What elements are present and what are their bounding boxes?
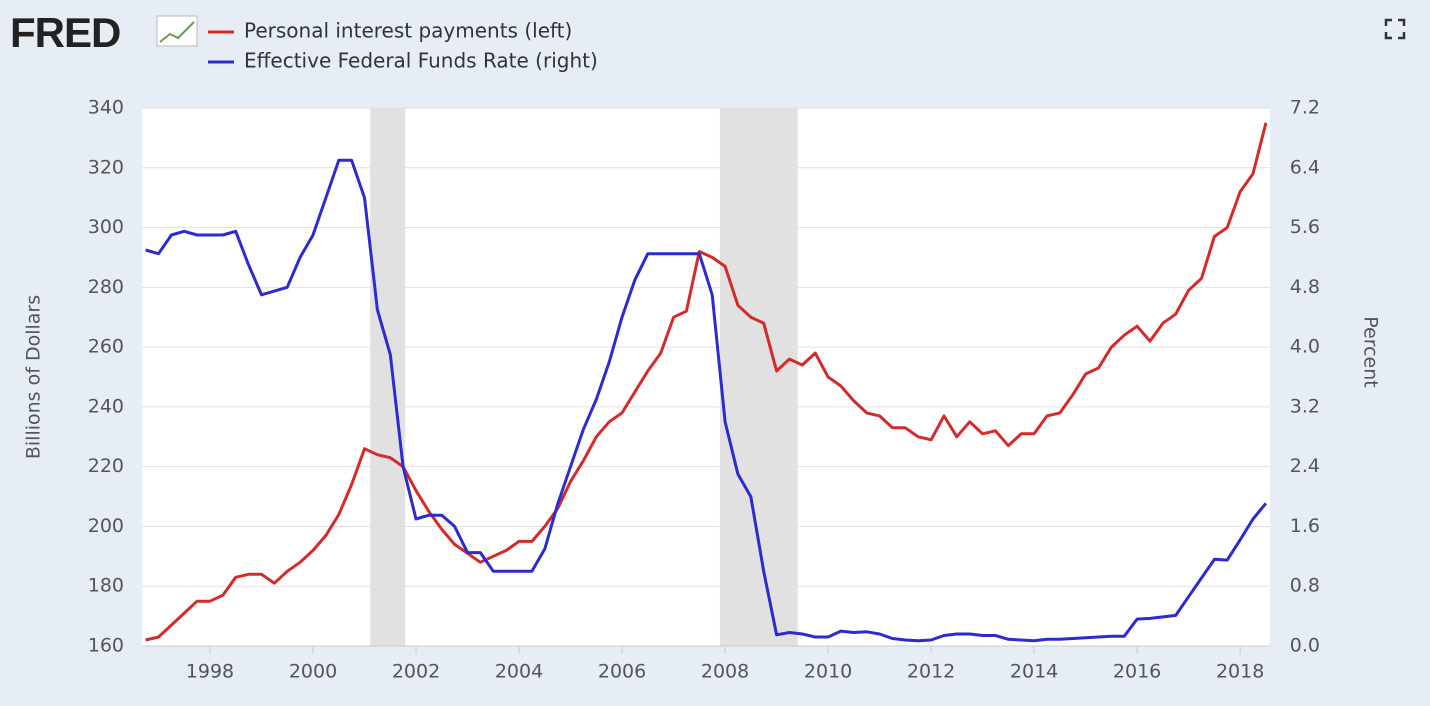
y-tick-label: 280 [88, 276, 124, 298]
y2-tick-label: 2.4 [1290, 455, 1320, 477]
recession-band [719, 108, 798, 646]
y-tick-label: 340 [88, 97, 124, 119]
y-tick-label: 180 [88, 575, 124, 597]
logo-icon [156, 15, 198, 47]
x-tick-label: 2004 [495, 661, 543, 683]
plot-area [142, 108, 1270, 646]
x-tick-label: 2002 [392, 661, 440, 683]
y2-axis-label: Percent [1360, 316, 1382, 388]
y-tick-label: 320 [88, 156, 124, 178]
x-tick-label: 2006 [598, 661, 646, 683]
y2-tick-label: 0.0 [1290, 635, 1320, 657]
y2-tick-label: 1.6 [1290, 515, 1320, 537]
x-tick-label: 2000 [289, 661, 337, 683]
y-axis-label: Billions of Dollars [23, 295, 45, 459]
y2-tick-label: 4.8 [1290, 276, 1320, 298]
x-tick-label: 2016 [1113, 661, 1161, 683]
logo: FRED [10, 9, 120, 56]
x-tick-label: 1998 [186, 661, 234, 683]
x-tick-label: 2014 [1010, 661, 1058, 683]
recession-band [370, 108, 406, 646]
y2-tick-label: 0.8 [1290, 575, 1320, 597]
x-tick-label: 2008 [701, 661, 749, 683]
x-tick-label: 2012 [907, 661, 955, 683]
legend-label: Effective Federal Funds Rate (right) [244, 49, 598, 73]
y-tick-label: 240 [88, 395, 124, 417]
y-tick-label: 200 [88, 515, 124, 537]
line-series [145, 158, 1268, 643]
x-tick-label: 2018 [1216, 661, 1264, 683]
y2-tick-label: 7.2 [1290, 97, 1320, 119]
y2-tick-label: 5.6 [1290, 216, 1320, 238]
y-tick-label: 220 [88, 455, 124, 477]
x-tick-label: 2010 [804, 661, 852, 683]
y-tick-label: 300 [88, 216, 124, 238]
y2-tick-label: 4.0 [1290, 336, 1320, 358]
y-tick-label: 160 [88, 635, 124, 657]
y2-tick-label: 6.4 [1290, 156, 1320, 178]
y2-tick-label: 3.2 [1290, 395, 1320, 417]
line-series [145, 122, 1268, 642]
y-tick-label: 260 [88, 336, 124, 358]
fullscreen-button[interactable] [1384, 18, 1406, 40]
legend-label: Personal interest payments (left) [244, 19, 572, 43]
